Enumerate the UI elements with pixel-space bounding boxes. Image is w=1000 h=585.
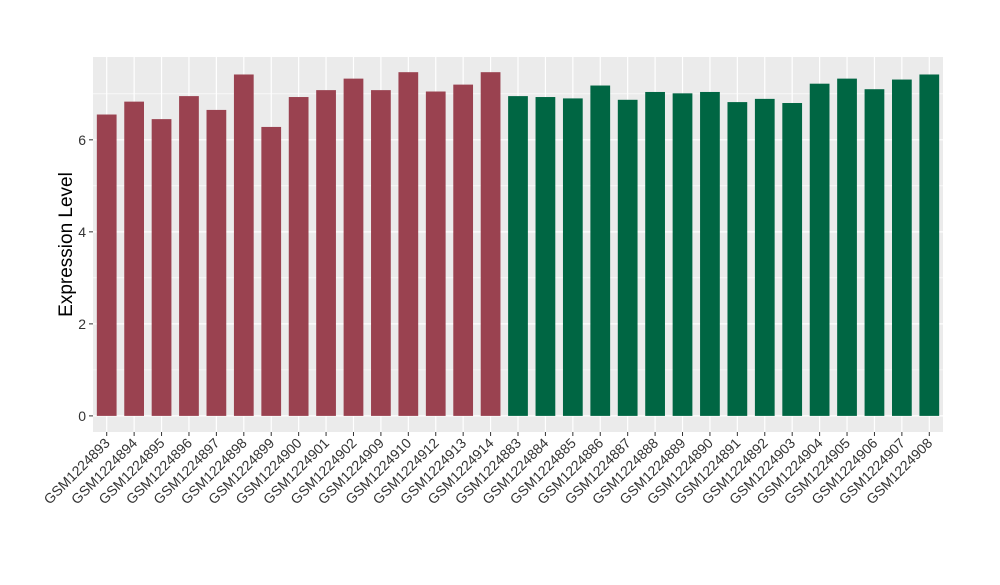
bar [837, 78, 857, 416]
bar [645, 91, 665, 416]
y-axis: 0 2 4 6 [78, 132, 93, 424]
bar [892, 79, 912, 416]
bar [206, 109, 227, 416]
bar [864, 89, 885, 416]
bar [453, 84, 474, 416]
bar [398, 72, 419, 416]
bar [151, 119, 172, 416]
bar [179, 96, 199, 416]
bar [727, 102, 748, 416]
y-tick-label: 0 [78, 408, 86, 424]
y-tick-label: 4 [78, 224, 86, 240]
bar [261, 126, 282, 416]
bar [919, 74, 940, 416]
bar [233, 74, 254, 416]
bar [288, 97, 309, 416]
bar [754, 98, 775, 416]
bar [480, 72, 501, 416]
y-axis-title: Expression Level [56, 172, 77, 317]
bar [425, 91, 446, 416]
y-tick-label: 2 [78, 316, 86, 332]
bar [508, 96, 528, 416]
bar [617, 99, 638, 416]
bar [809, 83, 830, 416]
bar [590, 85, 611, 416]
y-tick-label: 6 [78, 132, 86, 148]
bar [371, 90, 391, 416]
bar [535, 97, 556, 416]
x-axis: GSM1224893GSM1224894GSM1224895GSM1224896… [40, 432, 936, 507]
bar [343, 78, 364, 416]
bar [96, 114, 117, 416]
bar [700, 91, 720, 416]
bar [672, 93, 693, 416]
bar [124, 101, 144, 416]
bars [96, 72, 940, 416]
bar [316, 90, 336, 416]
bar [782, 103, 803, 416]
bar [562, 98, 583, 416]
